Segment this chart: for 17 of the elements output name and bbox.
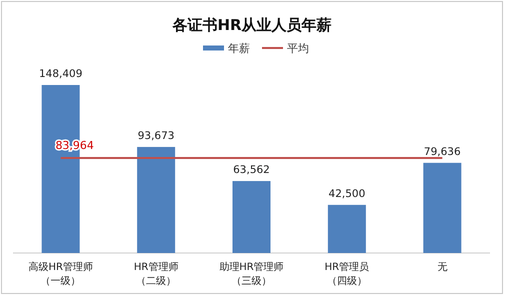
x-tick-label: 高级HR管理师（一级） [28,261,93,287]
data-label: 93,673 [138,130,174,142]
legend-label: 年薪 [228,42,250,55]
x-tick-label: 助理HR管理师（三级） [219,261,284,287]
legend-label: 平均 [287,42,309,55]
bar [328,204,366,253]
data-label: 42,500 [328,188,366,200]
data-label: 79,636 [424,146,461,158]
data-label: 63,562 [233,164,270,176]
bar [232,181,270,253]
chart-title: 各证书HR从业人员年薪 [171,16,332,34]
bar [137,146,176,253]
x-tick-label: 无 [437,262,448,273]
data-label: 148,409 [38,68,82,80]
bar [423,162,462,253]
x-tick-label: HR管理师（二级） [134,262,178,287]
x-tick-label: HR管理员（四级） [324,262,370,287]
